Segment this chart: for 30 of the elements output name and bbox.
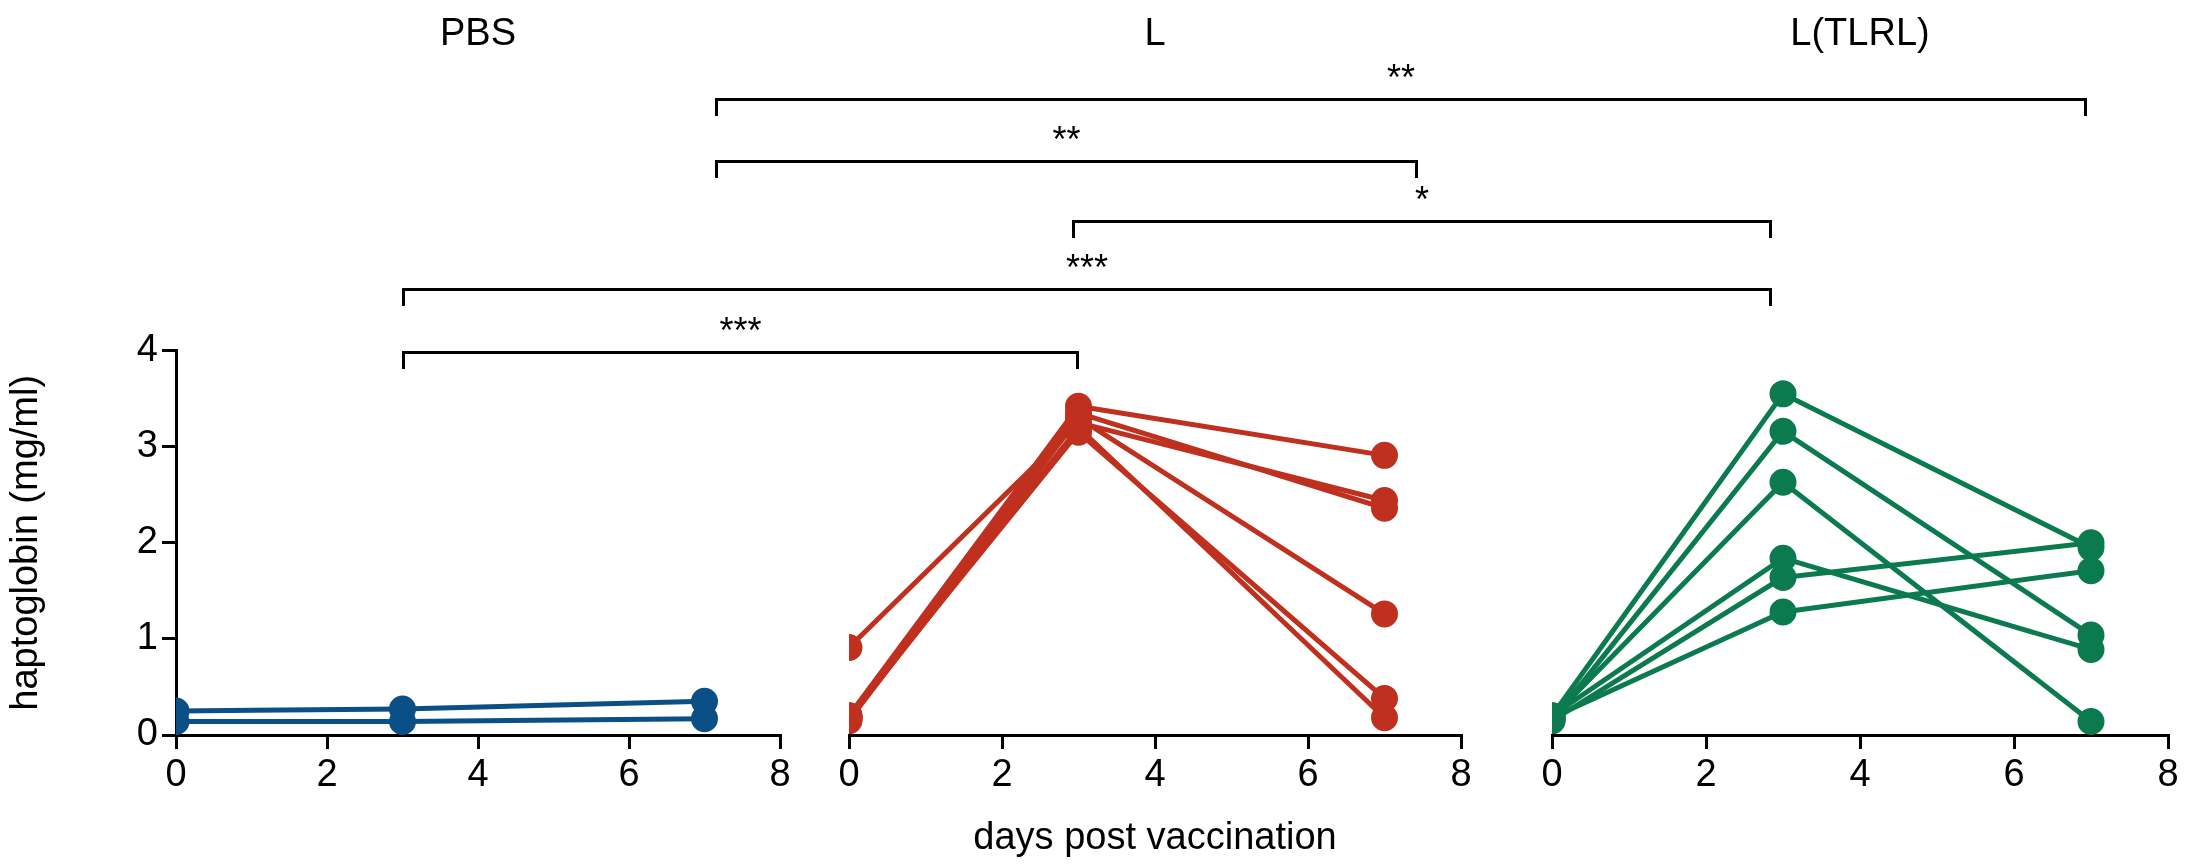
chart-title: L [1144,11,1166,54]
y-tick-label: 3 [136,423,158,466]
y-tick-label: 4 [136,327,158,370]
x-tick-label: 8 [769,752,791,795]
text: *** [1065,247,1109,288]
x-axis-title: days post vaccination [973,814,1337,857]
y-tick-label: 1 [136,615,158,658]
chart-title: L(TLRL) [1790,11,1930,54]
x-tick-label: 2 [316,752,338,795]
x-tick-label: 2 [1695,752,1717,795]
text: ** [1386,57,1416,98]
text: * [1414,179,1430,220]
x-tick-label: 4 [1144,752,1166,795]
annotation: *** [718,310,763,351]
x-tick-label: 4 [1849,752,1871,795]
x-tick-label: 6 [2003,752,2025,795]
x-tick-label: 8 [1450,752,1472,795]
y-tick-label: 0 [136,711,158,754]
x-tick-label: 8 [2157,752,2179,795]
x-tick-label: 4 [467,752,489,795]
x-tick-label: 0 [1541,752,1563,795]
y-tick-label: 2 [136,519,158,562]
y-axis-title: haptoglobin (mg/ml) [3,374,46,711]
x-tick-label: 0 [838,752,860,795]
x-tick-label: 6 [1297,752,1319,795]
x-tick-label: 0 [165,752,187,795]
text: ** [1051,119,1082,160]
chart-title: PBS [439,11,517,54]
x-tick-label: 2 [991,752,1013,795]
x-tick-label: 6 [618,752,640,795]
